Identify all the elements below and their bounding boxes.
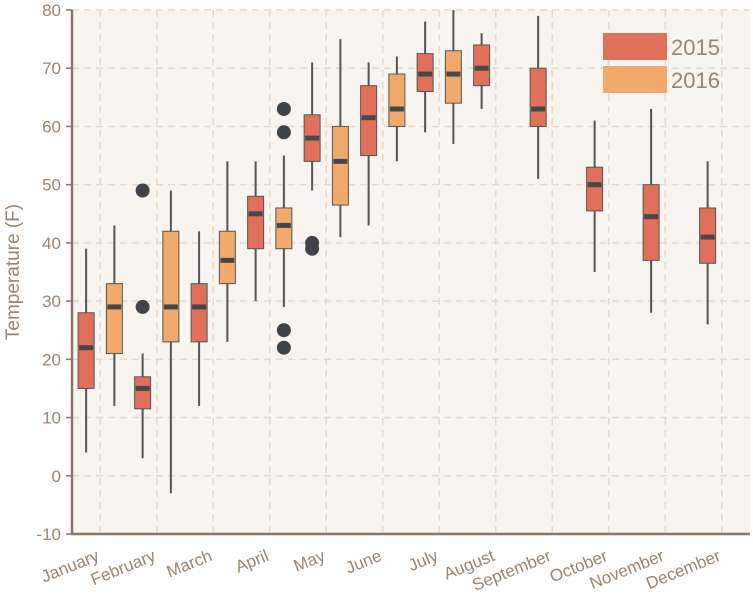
axes <box>66 9 750 536</box>
legend-swatch-2016 <box>603 66 667 93</box>
outlier-point <box>276 125 291 140</box>
box-2016-march <box>218 230 236 285</box>
box-2016-may <box>331 125 349 206</box>
x-tick-label: February <box>88 546 159 589</box>
box-2016-july <box>444 50 462 104</box>
x-tick-label: May <box>291 546 328 576</box>
outlier-point <box>276 101 291 116</box>
box-2015-april <box>247 195 265 250</box>
box-2015-february <box>134 376 152 410</box>
outlier-point <box>276 340 291 355</box>
legend-swatch-2015 <box>603 33 667 60</box>
outlier-point <box>135 299 150 314</box>
x-tick-label: April <box>233 546 272 576</box>
legend-label-2015: 2015 <box>671 35 720 60</box>
box-2016-june <box>388 73 406 127</box>
legend-label-2016: 2016 <box>671 68 720 93</box>
box-2015-november <box>642 184 660 261</box>
box-2015-march <box>190 283 208 343</box>
box-2015-june <box>360 85 378 157</box>
box-series <box>77 10 717 494</box>
box-2015-august <box>473 44 491 87</box>
y-tick-label: -10 <box>36 525 61 544</box>
y-tick-label: 70 <box>42 59 61 78</box>
outlier-point <box>305 235 320 250</box>
x-tick-label: March <box>164 546 215 581</box>
box-2015-september <box>529 67 547 127</box>
y-tick-label: 80 <box>42 1 61 20</box>
y-tick-label: 30 <box>42 292 61 311</box>
box-2015-october <box>586 166 604 212</box>
box-2016-february <box>162 230 180 343</box>
y-tick-label: 40 <box>42 234 61 253</box>
outlier-point <box>276 323 291 338</box>
y-tick-label: 20 <box>42 350 61 369</box>
y-tick-label: 10 <box>42 409 61 428</box>
legend: 2015 2016 <box>603 33 720 93</box>
y-tick-label: 0 <box>52 467 61 486</box>
plot-background <box>72 10 750 534</box>
box-2015-january <box>77 312 95 389</box>
outlier-point <box>135 183 150 198</box>
y-tick-label: 50 <box>42 176 61 195</box>
box-2016-january <box>105 283 123 355</box>
y-tick-label: 60 <box>42 117 61 136</box>
grid-lines <box>72 9 750 535</box>
x-tick-label: July <box>406 546 442 575</box>
box-2016-april <box>275 207 293 250</box>
y-axis-label: Temperature (F) <box>3 204 24 340</box>
x-tick-label: June <box>343 546 384 577</box>
